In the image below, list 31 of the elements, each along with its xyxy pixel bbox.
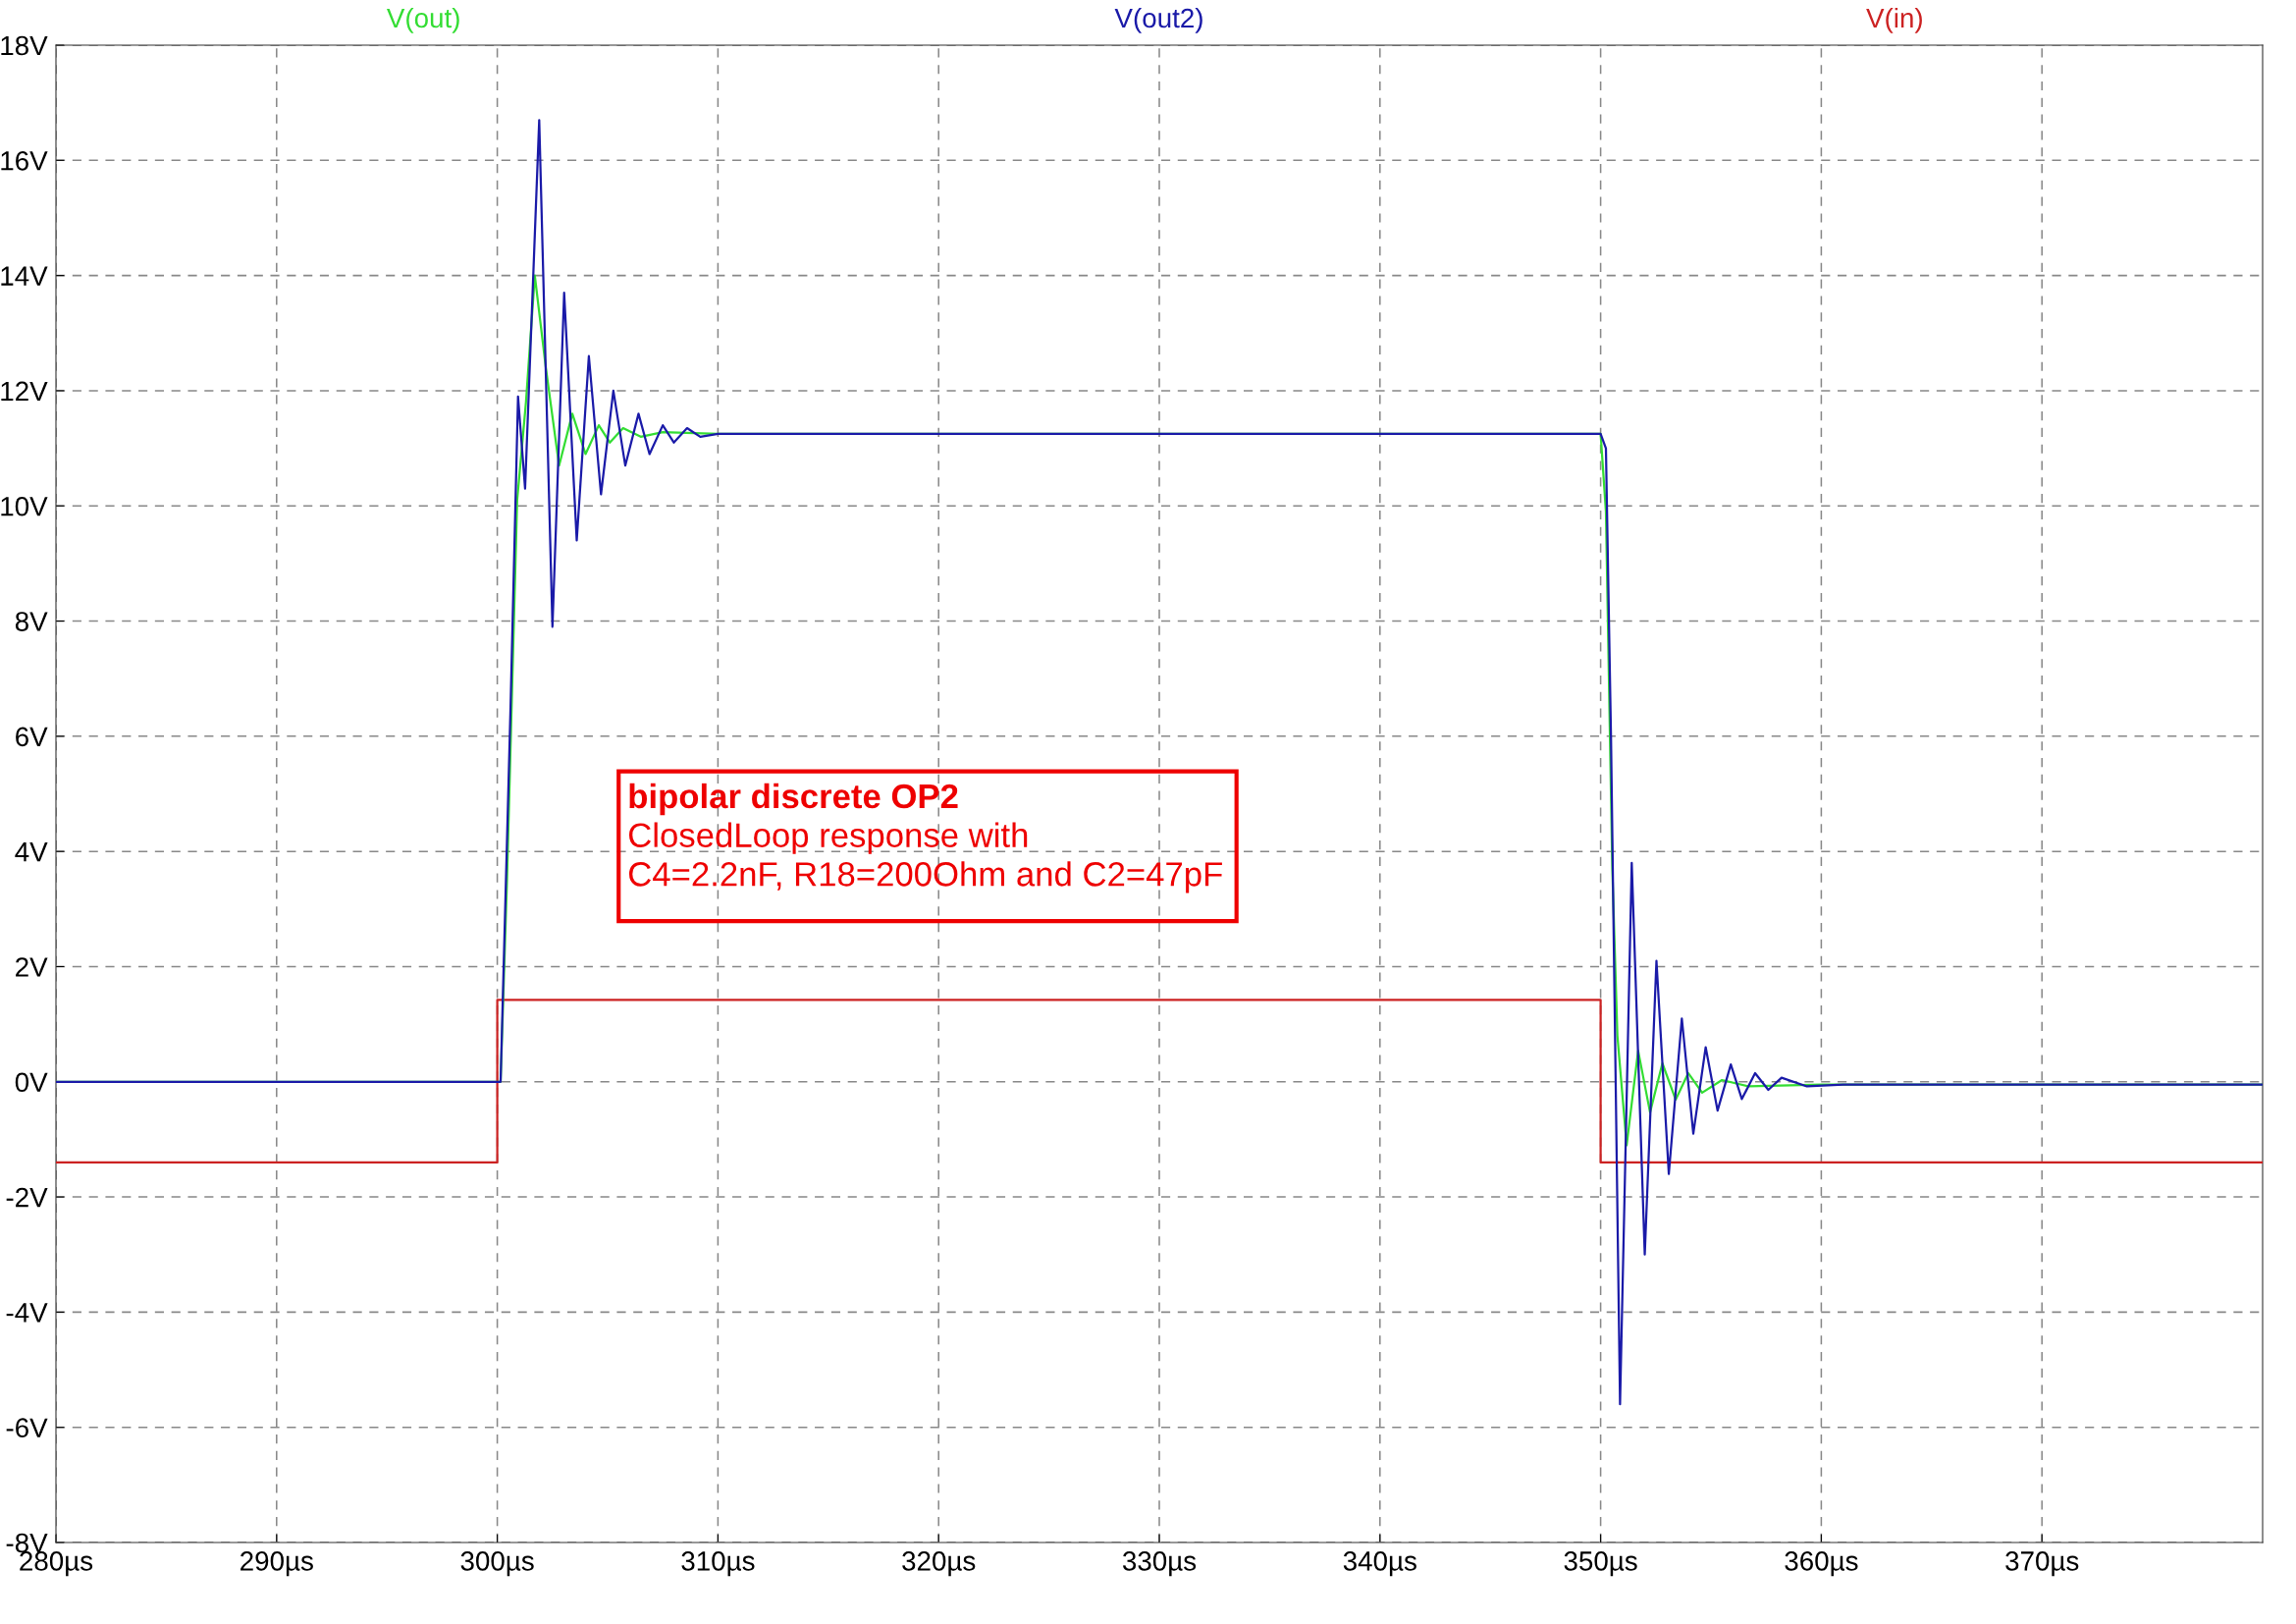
- y-tick-label: 16V: [1, 150, 48, 171]
- text: V(in): [1866, 7, 1922, 33]
- y-tick-label: -2V: [6, 1187, 48, 1208]
- x-tick-label: 370µs: [2005, 1551, 2079, 1577]
- y-tick-label: 4V: [15, 842, 48, 862]
- annotation: ClosedLoop response with: [629, 822, 1028, 854]
- text: V(out2): [1114, 7, 1202, 33]
- x-tick-label: 300µs: [460, 1551, 534, 1577]
- x-tick-label: 350µs: [1564, 1551, 1637, 1577]
- y-tick-label: 0V: [15, 1072, 48, 1093]
- x-tick-label: 310µs: [681, 1551, 755, 1577]
- x-tick-label: 360µs: [1785, 1551, 1858, 1577]
- x-tick-label: 280µs: [20, 1551, 93, 1577]
- x-tick-label: 330µs: [1122, 1551, 1197, 1577]
- y-tick-label: 12V: [1, 381, 48, 401]
- y-tick-label: 8V: [15, 612, 48, 631]
- y-tick-label: 10V: [1, 496, 48, 516]
- y-tick-label: 6V: [16, 727, 48, 747]
- x-tick-label: 290µs: [240, 1551, 313, 1577]
- y-tick-label: 2V: [16, 957, 48, 977]
- text: V(out): [386, 7, 459, 33]
- x-tick-label: 340µs: [1343, 1551, 1416, 1577]
- annotation: C4=2.2nF, R18=200Ohm and C2=47pF: [629, 861, 1222, 893]
- y-tick-label: -6V: [6, 1418, 48, 1438]
- y-tick-label: -8V: [6, 1533, 48, 1553]
- y-tick-label: -4V: [6, 1303, 48, 1323]
- line-series: [56, 119, 2263, 1406]
- annotation: bipolar discrete OP2: [629, 783, 958, 816]
- y-tick-label: 14V: [1, 266, 48, 286]
- x-tick-label: 320µs: [902, 1551, 976, 1577]
- y-tick-label: 18V: [1, 35, 48, 56]
